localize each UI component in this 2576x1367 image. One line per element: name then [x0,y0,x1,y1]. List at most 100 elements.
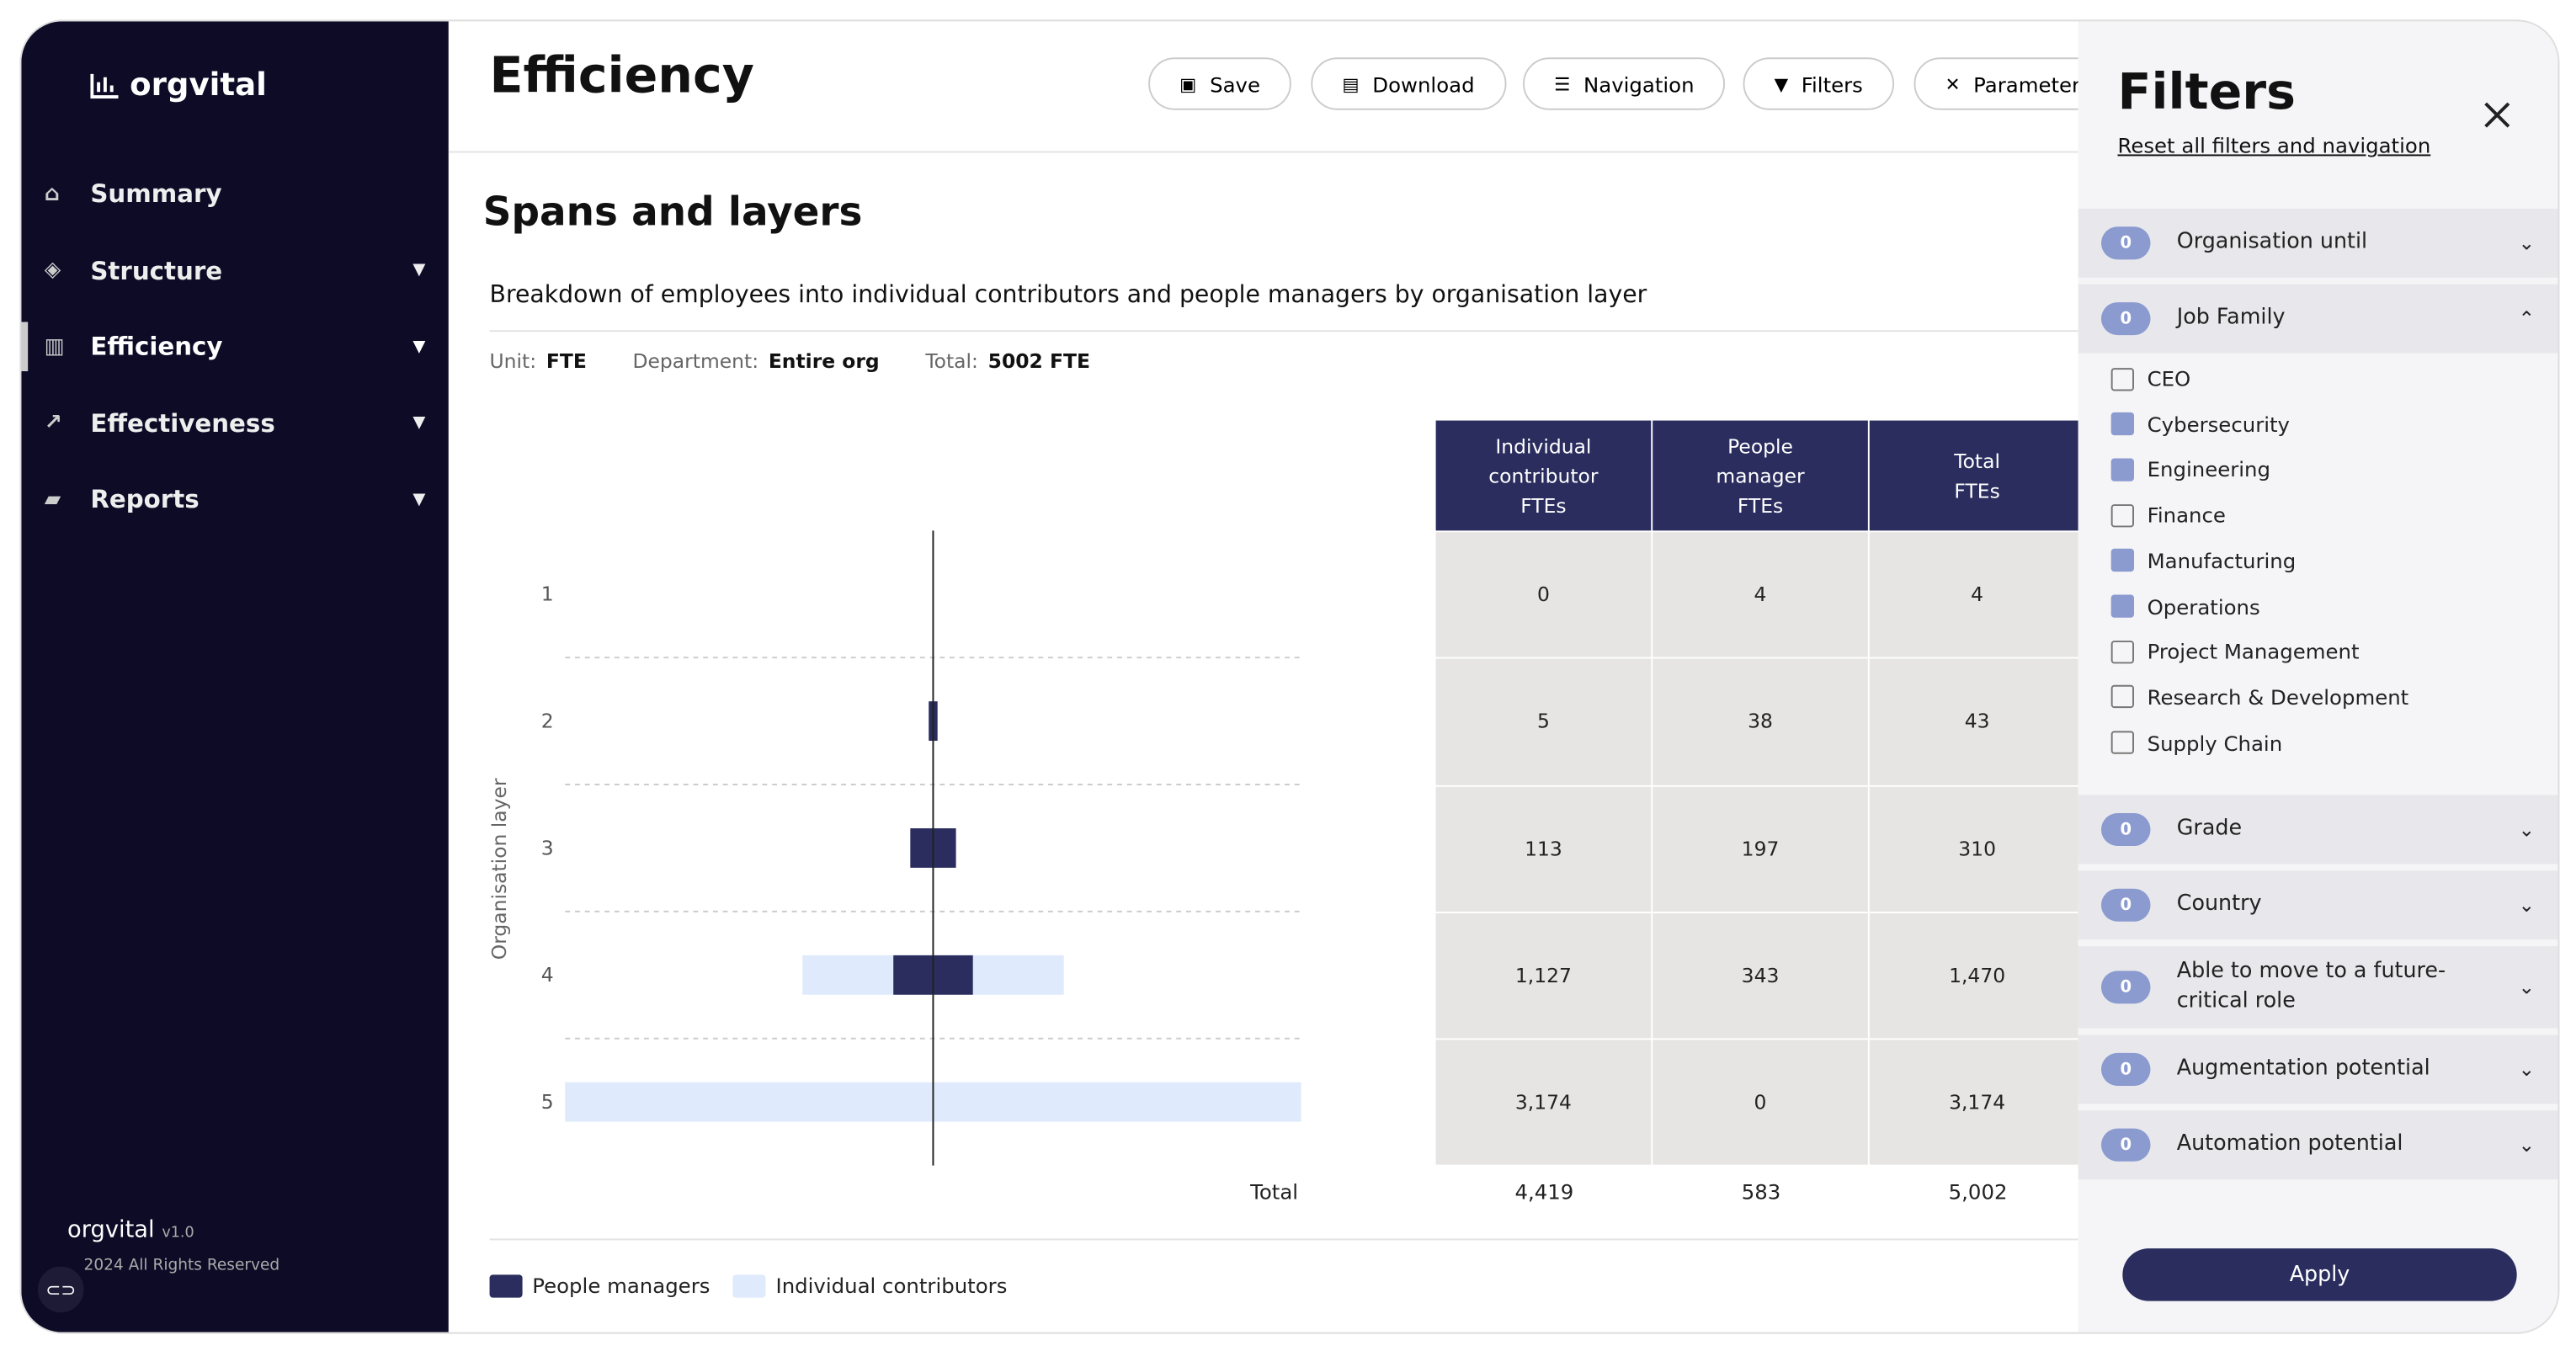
nav-item[interactable]: ↗ Effectiveness ▼ [45,399,426,449]
nav-icon: ◈ [44,258,61,283]
filter-count: 0 [2100,1129,2151,1162]
y-axis-label: Organisation layer [487,778,511,960]
column-header: People manager FTEs [1653,420,1868,531]
brand-text: orgvital [130,67,267,104]
footer-brand: orgvital v1.0 [67,1217,194,1243]
toggle[interactable]: ⊂⊃ [37,1266,84,1313]
header-button[interactable]: ✕ Parameters [1913,57,2078,110]
button-label: Download [1372,71,1475,97]
reset-link[interactable]: Reset all filters and navigation [2117,133,2431,158]
meta-item: Total: 5002 FTE [925,350,1090,373]
chevron: ⌄ [2518,1058,2536,1082]
filter-option[interactable]: Supply Chain [2110,730,2283,755]
option-label: Cybersecurity [2147,412,2291,437]
total-cell: 4,419 [1514,1179,1574,1205]
chevron: ⌄ [2518,976,2536,1000]
nav-icon: ▰ [44,487,61,513]
filter-label: Automation potential [2176,1132,2403,1157]
nav-caret: ▼ [412,338,426,356]
app-frame: orgvital orgvital v1.0 2024 All Rights R… [19,19,2560,1334]
legend: People managers Individual contributors [489,1273,1007,1298]
filter-label: Country [2176,892,2262,918]
nav-item[interactable]: ◈ Structure ▼ [45,246,426,295]
option-label: CEO [2147,366,2191,391]
nav-icon: ⌂ [44,181,60,206]
filter-group[interactable]: 0 Grade ⌄ [2078,795,2558,865]
button-label: Navigation [1583,71,1695,97]
nav-item[interactable]: ▰ Reports ▼ [45,476,426,525]
active-indicator [21,322,29,372]
table-cell: 4 [1653,532,1868,658]
brand[interactable]: orgvital [90,67,267,104]
filter-group[interactable]: 0 Country ⌄ [2078,870,2558,940]
checkbox[interactable] [2110,503,2134,527]
subtitle-divider [489,330,2078,332]
meta-value: Entire org [768,349,880,373]
filter-label: Grade [2176,816,2243,842]
filter-option[interactable]: Research & Development [2110,684,2409,710]
filter-option[interactable]: Manufacturing [2110,548,2296,573]
nav-item[interactable]: ⌂ Summary [45,169,426,219]
header-button[interactable]: ▼ Filters [1743,57,1894,110]
close-button[interactable] [2483,100,2512,130]
option-label: Research & Development [2147,684,2409,710]
table-cell: 310 [1869,785,2078,912]
filter-group[interactable]: 0 Automation potential ⌄ [2078,1110,2558,1180]
checkbox[interactable] [2110,412,2134,436]
checkbox[interactable] [2110,731,2134,754]
nav-label: Summary [90,178,222,209]
checkbox[interactable] [2110,685,2134,709]
nav-caret: ▼ [412,491,426,509]
section-subtitle: Breakdown of employees into individual c… [489,282,1647,309]
button-icon: ▼ [1774,72,1789,95]
filter-option[interactable]: CEO [2110,366,2191,391]
header-button[interactable]: ▤ Download [1311,57,1506,110]
page-title: Efficiency [489,47,754,105]
filter-option[interactable]: Engineering [2110,457,2270,482]
meta-item: Unit: FTE [490,350,587,373]
option-label: Project Management [2147,639,2360,664]
filters-panel: Filters Reset all filters and navigation… [2078,21,2558,1332]
meta-label: Department: [632,349,759,373]
header-button[interactable]: ☰ Navigation [1523,57,1726,110]
option-label: Operations [2147,593,2260,619]
meta-item: Department: Entire org [632,350,879,373]
filter-group[interactable]: 0 Able to move to a future-critical role ⌄ [2078,946,2558,1029]
version: v1.0 [162,1225,194,1242]
checkbox[interactable] [2110,640,2134,663]
checkbox[interactable] [2110,594,2134,618]
filter-group[interactable]: 0 Job Family ⌃ [2078,284,2558,354]
option-label: Supply Chain [2147,730,2283,755]
filter-group[interactable]: 0 Augmentation potential ⌄ [2078,1035,2558,1104]
filter-option[interactable]: Cybersecurity [2110,412,2291,437]
checkbox[interactable] [2110,458,2134,481]
main: Efficiency Spans and layers Breakdown of… [448,21,2078,1332]
filter-option[interactable]: Operations [2110,593,2260,619]
y-tick-label: 5 [541,1090,554,1114]
y-tick-label: 1 [541,582,554,606]
nav-item[interactable]: ▥ Efficiency ▼ [45,322,426,372]
nav-caret: ▼ [412,414,426,433]
header-button[interactable]: ▣ Save [1148,57,1292,110]
chevron: ⌄ [2518,818,2536,842]
filter-count: 0 [2100,1053,2151,1087]
y-tick-label: 4 [541,963,554,987]
chevron: ⌄ [2518,231,2536,255]
filter-option[interactable]: Finance [2110,503,2226,528]
brand-icon [90,73,119,99]
apply-button[interactable]: Apply [2122,1248,2517,1301]
table-cell: 1,127 [1435,912,1652,1039]
button-icon: ▤ [1342,72,1360,95]
table-cell: 3,174 [1869,1040,2078,1166]
filter-group[interactable]: 0 Organisation until ⌄ [2078,208,2558,278]
filter-count: 0 [2100,226,2151,260]
checkbox[interactable] [2110,549,2134,572]
filter-label: Able to move to a future-critical role [2176,960,2446,1014]
chevron: ⌄ [2518,894,2536,918]
filter-option[interactable]: Project Management [2110,639,2360,664]
meta-value: FTE [546,349,587,373]
checkbox[interactable] [2110,367,2134,391]
button-label: Parameters [1973,71,2078,97]
table-cell: 343 [1653,912,1868,1039]
